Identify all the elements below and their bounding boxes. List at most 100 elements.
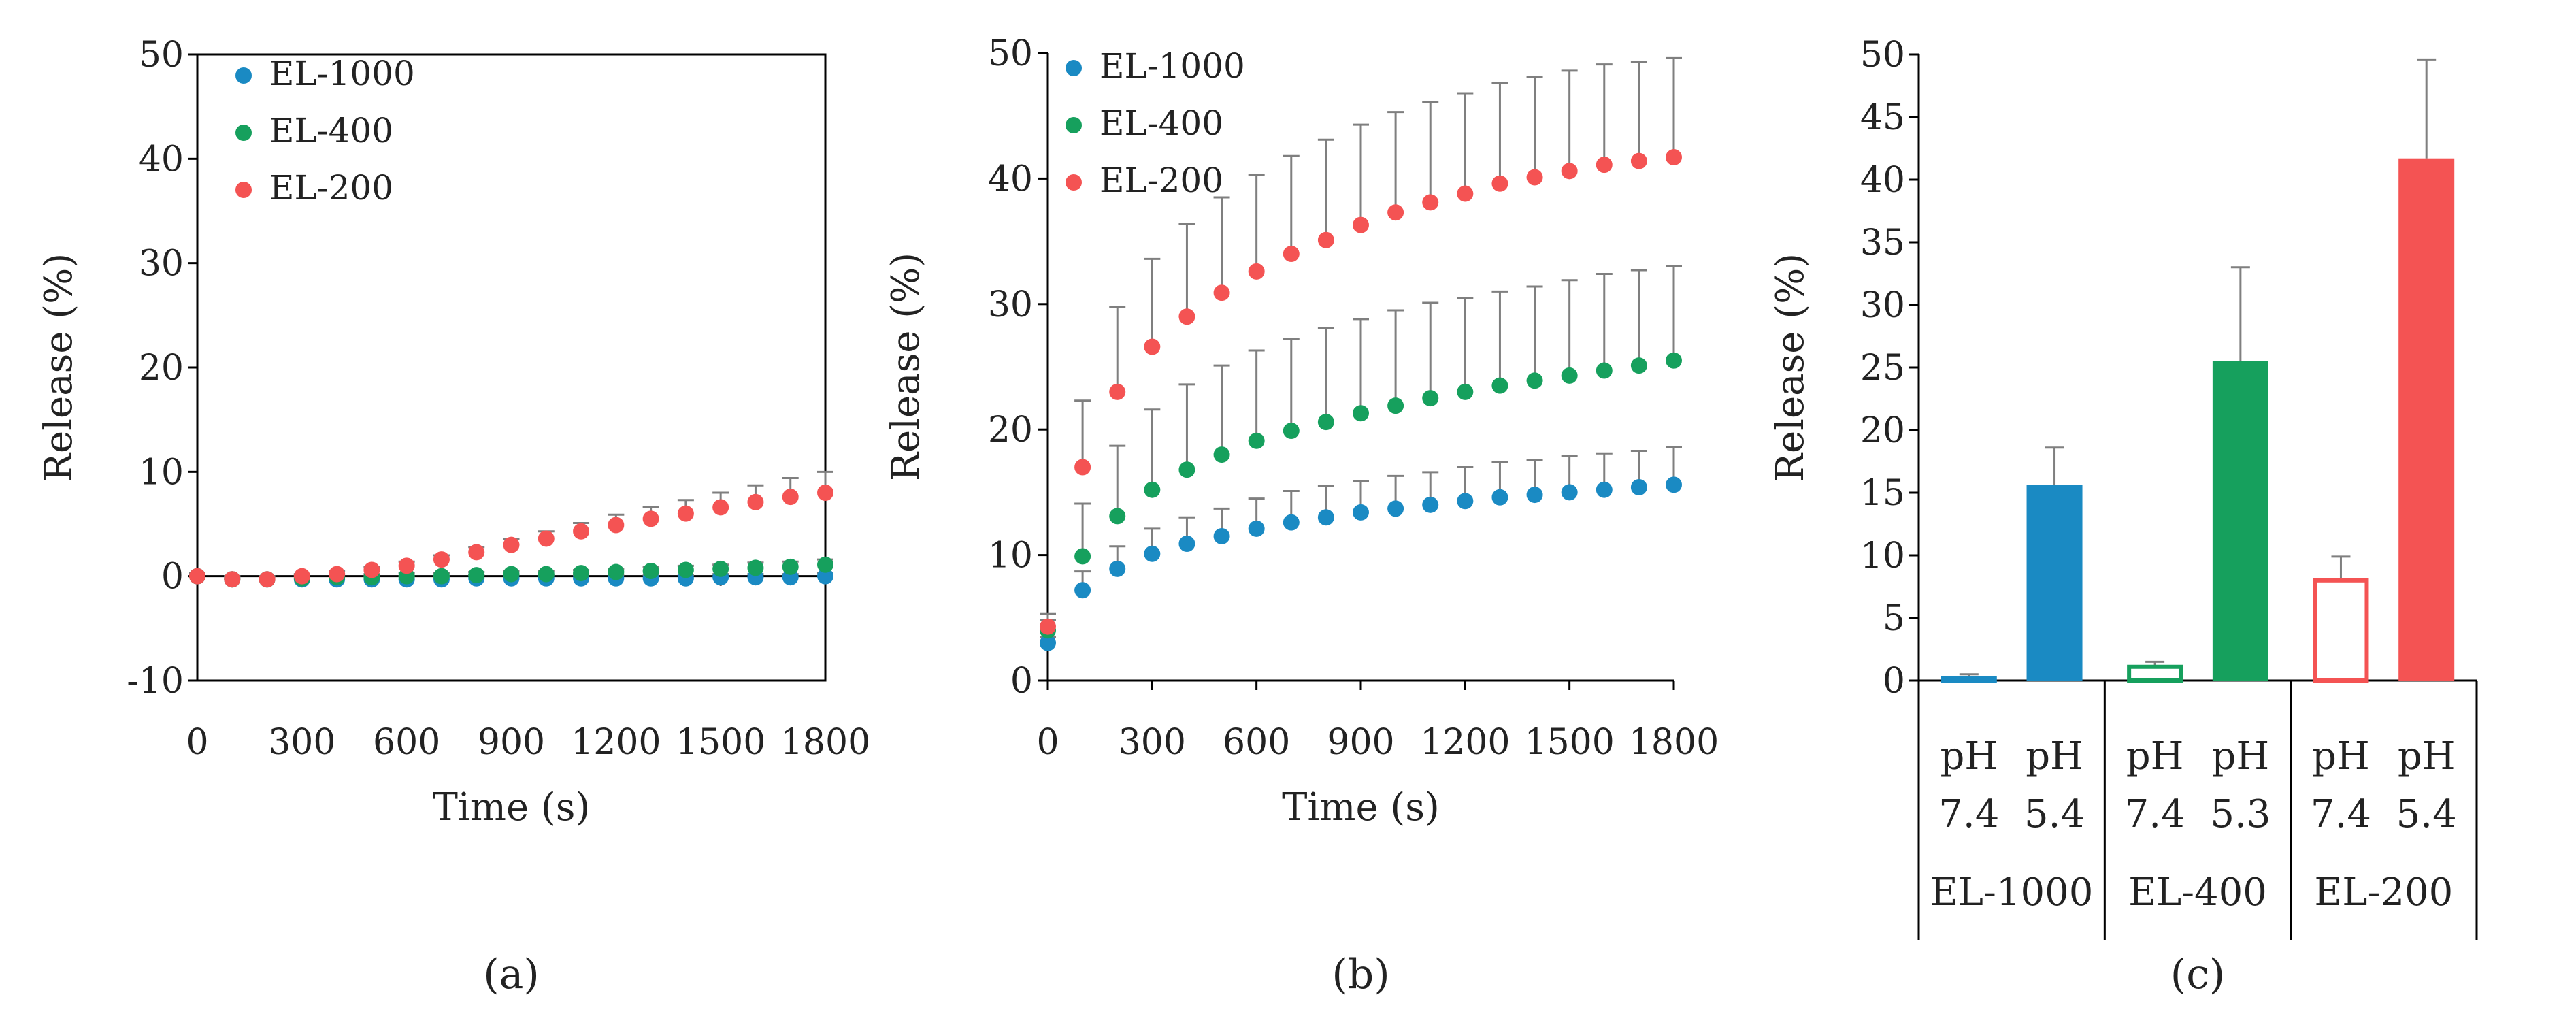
series-el-400 bbox=[1040, 265, 1682, 639]
bar-outline bbox=[2313, 578, 2369, 683]
data-point bbox=[1109, 508, 1126, 525]
data-point bbox=[1596, 362, 1613, 379]
legend-marker bbox=[235, 182, 252, 198]
data-point bbox=[712, 560, 729, 577]
panel-c: 0 5 10 15 20 25 30 35 40 45 50 Release (%) pH 7.4 pH 5.… bbox=[1768, 35, 2478, 998]
y-tick-label: 40 bbox=[1860, 160, 1905, 201]
series-el-200 bbox=[189, 470, 833, 588]
data-point bbox=[1561, 163, 1578, 180]
y-tick-label: 30 bbox=[988, 284, 1033, 325]
legend-marker bbox=[1066, 174, 1082, 191]
data-point bbox=[1422, 390, 1439, 407]
data-point bbox=[363, 561, 380, 578]
x-tick-label: 300 bbox=[268, 722, 335, 763]
bar bbox=[2212, 361, 2268, 681]
data-point bbox=[1457, 493, 1474, 510]
y-tick-label: 10 bbox=[1860, 536, 1905, 576]
data-point bbox=[573, 565, 590, 582]
y-tick-label: 50 bbox=[1860, 35, 1905, 76]
data-point bbox=[1353, 405, 1369, 422]
y-tick-label: 20 bbox=[1860, 410, 1905, 451]
panel-label: (a) bbox=[483, 951, 540, 998]
data-point bbox=[817, 568, 833, 585]
ph-value: 7.4 bbox=[2311, 792, 2371, 836]
bar-outline bbox=[2127, 664, 2183, 683]
data-point bbox=[1596, 157, 1613, 174]
data-point bbox=[1144, 481, 1161, 498]
group-el-200: pH 7.4 pH 5.4 EL-200 bbox=[2311, 58, 2457, 915]
data-point bbox=[1178, 461, 1195, 478]
legend-label: EL-400 bbox=[269, 111, 393, 150]
data-point bbox=[1248, 432, 1265, 449]
data-point bbox=[1630, 152, 1647, 169]
data-point bbox=[1213, 527, 1230, 544]
data-point bbox=[1109, 560, 1126, 577]
data-point bbox=[1317, 414, 1334, 431]
data-point bbox=[1526, 169, 1543, 186]
data-point bbox=[747, 559, 764, 576]
data-point bbox=[1248, 520, 1265, 537]
data-point bbox=[817, 556, 833, 573]
y-tick-label: 10 bbox=[988, 536, 1033, 576]
x-tick-label: 1500 bbox=[676, 722, 765, 763]
y-tick-label: 30 bbox=[1860, 285, 1905, 326]
legend-marker bbox=[1066, 60, 1082, 76]
bar bbox=[2026, 485, 2083, 681]
data-point bbox=[1040, 618, 1056, 635]
ph-value: 5.4 bbox=[2396, 792, 2457, 836]
x-tick-label: 1500 bbox=[1524, 722, 1614, 763]
x-tick-label: 0 bbox=[186, 722, 208, 763]
y-tick-label: 0 bbox=[161, 557, 184, 598]
legend-label: EL-1000 bbox=[1100, 46, 1245, 86]
legend-label: EL-200 bbox=[269, 168, 393, 208]
data-point bbox=[1422, 194, 1439, 211]
data-point bbox=[468, 567, 485, 584]
data-point bbox=[1561, 367, 1578, 384]
x-tick-label: 300 bbox=[1119, 722, 1186, 763]
y-tick-label: 10 bbox=[139, 452, 184, 493]
y-tick-label: 20 bbox=[988, 410, 1033, 451]
data-point bbox=[1213, 284, 1230, 301]
ph-label: pH bbox=[2026, 734, 2083, 779]
series-el-200 bbox=[1040, 56, 1682, 635]
x-tick-label: 900 bbox=[1327, 722, 1394, 763]
ph-value: 5.3 bbox=[2210, 792, 2270, 836]
y-tick-label: 50 bbox=[139, 35, 184, 76]
legend-marker bbox=[235, 125, 252, 141]
y-tick-label: 50 bbox=[988, 33, 1033, 74]
data-point bbox=[538, 566, 555, 583]
group-label: EL-400 bbox=[2128, 870, 2267, 915]
data-point bbox=[1178, 308, 1195, 325]
legend: EL-1000 EL-400 EL-200 bbox=[1066, 46, 1245, 200]
x-tick-label: 600 bbox=[1223, 722, 1290, 763]
legend-marker bbox=[235, 67, 252, 84]
group-label: EL-1000 bbox=[1930, 870, 2094, 915]
data-point bbox=[1630, 357, 1647, 374]
y-tick-label: 20 bbox=[139, 348, 184, 389]
data-point bbox=[503, 536, 520, 553]
data-point bbox=[1387, 500, 1404, 517]
data-point bbox=[1596, 481, 1613, 498]
x-tick-label: 900 bbox=[478, 722, 545, 763]
data-point bbox=[712, 499, 729, 516]
group-el-1000: pH 7.4 pH 5.4 EL-1000 bbox=[1930, 446, 2094, 915]
data-point bbox=[1178, 536, 1195, 553]
data-point bbox=[1074, 459, 1091, 476]
x-axis-title: Time (s) bbox=[433, 785, 591, 830]
y-tick-label: 25 bbox=[1860, 348, 1905, 389]
x-tick-label: 1200 bbox=[1420, 722, 1510, 763]
data-point bbox=[1666, 149, 1682, 166]
x-axis-title: Time (s) bbox=[1282, 785, 1440, 830]
panel-b: 0 10 20 30 40 50 0 300 600 900 1200 1500 1800 Time (s… bbox=[884, 33, 1719, 998]
y-axis-title: Release (%) bbox=[37, 253, 81, 482]
data-point bbox=[293, 568, 310, 585]
y-tick-label: 40 bbox=[988, 159, 1033, 199]
x-tick-label: 600 bbox=[373, 722, 440, 763]
data-point bbox=[433, 568, 450, 585]
group-el-400: pH 7.4 pH 5.3 EL-400 bbox=[2125, 266, 2270, 915]
data-point bbox=[677, 561, 694, 578]
group-label: EL-200 bbox=[2314, 870, 2453, 915]
x-tick-label: 1200 bbox=[571, 722, 661, 763]
data-point bbox=[1040, 634, 1056, 651]
